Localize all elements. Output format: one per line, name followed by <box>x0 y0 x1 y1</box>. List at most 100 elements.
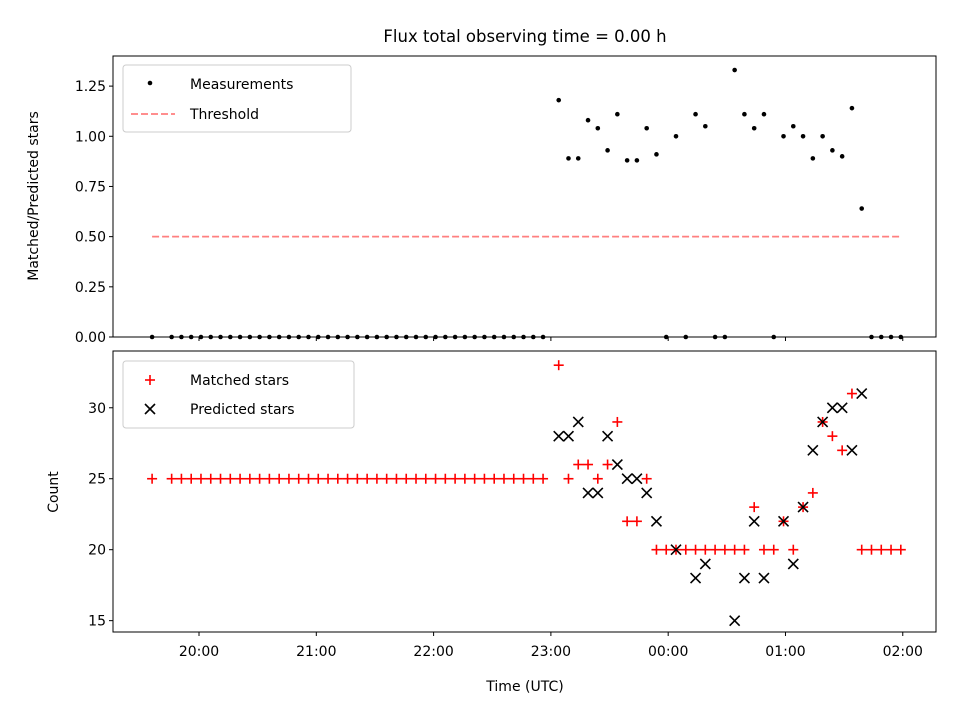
matched-star-point <box>827 431 838 442</box>
predicted-star-point <box>699 558 711 570</box>
matched-star-point <box>205 473 216 484</box>
measurement-point <box>761 111 767 117</box>
measurement-point <box>575 156 581 161</box>
measurement-point <box>820 133 825 139</box>
matched-star-point <box>553 360 564 371</box>
predicted-star-point <box>592 487 604 499</box>
top-y-tick-label: 1.00 <box>75 129 106 145</box>
matched-star-point <box>837 445 848 456</box>
predicted-star-point <box>582 487 594 499</box>
matched-star-point <box>768 544 779 555</box>
matched-star-point <box>274 473 285 484</box>
matched-star-point <box>895 544 906 555</box>
bottom-y-axis-label: Count <box>46 471 62 513</box>
bottom-axes-frame <box>112 350 937 633</box>
bottom-y-tick-label: 30 <box>88 401 106 417</box>
matched-star-point <box>342 473 353 484</box>
matched-star-point <box>371 473 382 484</box>
matched-star-point <box>876 544 887 555</box>
matched-star-point <box>489 473 500 484</box>
matched-star-point <box>420 473 431 484</box>
measurement-point <box>849 105 855 111</box>
predicted-star-point <box>826 402 838 414</box>
matched-star-point <box>641 473 652 484</box>
matched-star-point <box>195 473 206 484</box>
matched-star-point <box>244 473 255 484</box>
bottom-y-tick-label: 25 <box>88 472 106 488</box>
predicted-star-point <box>641 487 653 499</box>
measurement-point <box>654 152 659 157</box>
x-tick-label: 00:00 <box>648 644 688 660</box>
top-legend: Measurements Threshold <box>122 64 352 133</box>
x-tick-label: 02:00 <box>883 644 923 660</box>
bottom-legend-box <box>122 360 355 429</box>
matched-star-point <box>602 459 613 470</box>
predicted-star-point <box>650 515 663 527</box>
matched-star-point <box>166 473 177 484</box>
legend-label-threshold: Threshold <box>189 107 259 123</box>
bottom-y-ticks: 15 20 25 30 <box>88 401 113 630</box>
predicted-star-point <box>631 473 643 485</box>
matched-star-point <box>469 473 480 484</box>
measurement-point <box>556 97 562 103</box>
matched-star-point <box>573 459 584 470</box>
matched-star-point <box>381 473 392 484</box>
matched-star-point <box>749 502 760 513</box>
predicted-star-point <box>729 615 741 627</box>
matched-star-point <box>661 544 672 555</box>
matched-star-point <box>323 473 334 484</box>
matched-star-point <box>254 473 265 484</box>
top-y-tick-label: 0.00 <box>75 330 106 346</box>
matched-star-point <box>886 544 897 555</box>
measurement-point <box>830 148 835 153</box>
predicted-star-point <box>621 473 633 485</box>
matched-star-point <box>622 516 633 527</box>
matched-star-point <box>264 473 275 484</box>
x-axis-label: Time (UTC) <box>485 679 563 695</box>
matched-star-point <box>758 544 769 555</box>
measurement-point <box>703 123 708 129</box>
matched-star-point <box>846 388 857 399</box>
matched-star-point <box>225 473 236 484</box>
measurement-point <box>615 111 620 117</box>
measurement-point <box>566 156 571 161</box>
matched-star-point <box>680 544 691 555</box>
legend-label-predicted-stars: Predicted stars <box>190 402 295 418</box>
matched-star-point <box>293 473 304 484</box>
predicted-star-point <box>758 572 770 584</box>
measurement-point <box>624 158 630 163</box>
matched-star-point <box>147 473 158 484</box>
bottom-panel: 15 20 25 30 20:00 21:00 22:00 23:00 00:00 01:00 0… <box>46 350 937 695</box>
x-tick-label: 22:00 <box>413 644 453 660</box>
legend-label-measurements: Measurements <box>190 77 293 93</box>
matched-star-point <box>303 473 314 484</box>
x-tick-label: 21:00 <box>296 644 336 660</box>
matched-star-point <box>235 473 246 484</box>
bottom-y-tick-label: 20 <box>88 543 106 559</box>
x-tick-label: 23:00 <box>531 644 571 660</box>
matched-star-point <box>450 473 461 484</box>
bottom-x-ticks: 20:00 21:00 22:00 23:00 00:00 01:00 02:00 <box>179 632 923 660</box>
matched-star-point <box>592 473 603 484</box>
measurement-point <box>644 125 649 131</box>
measurement-point <box>605 148 610 153</box>
predicted-star-point <box>611 458 623 471</box>
matched-star-point <box>538 473 549 484</box>
measurement-point <box>859 206 865 211</box>
x-tick-label: 01:00 <box>765 644 805 660</box>
predicted-star-point <box>856 388 868 400</box>
top-y-tick-label: 0.25 <box>75 280 106 296</box>
predicted-star-point <box>670 544 682 556</box>
matched-star-point <box>807 487 818 498</box>
top-y-tick-label: 1.25 <box>75 79 106 95</box>
matched-star-point <box>700 544 711 555</box>
matched-star-point <box>362 473 373 484</box>
matched-star-point <box>440 473 451 484</box>
matched-star-point <box>583 459 594 470</box>
measurement-point <box>781 133 786 139</box>
x-tick-label: 20:00 <box>179 644 219 660</box>
matched-star-point <box>411 473 422 484</box>
matched-star-point <box>729 544 740 555</box>
matched-star-point <box>391 473 402 484</box>
matched-star-point <box>498 473 509 484</box>
